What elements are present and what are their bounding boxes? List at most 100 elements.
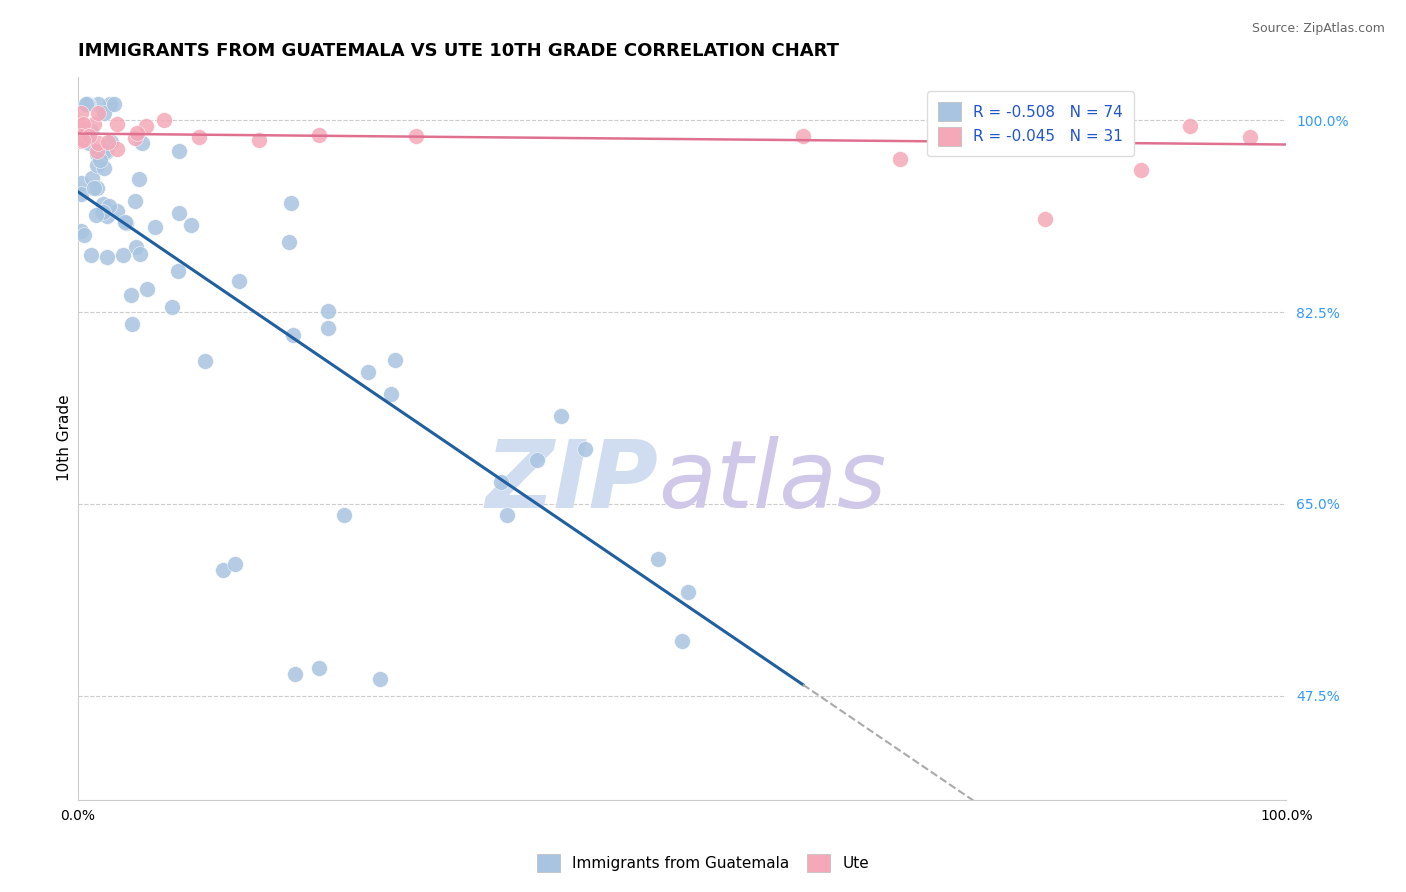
Point: [384, 353, 406, 368]
Point: [94, 145, 117, 159]
Point: [1130, 162, 1153, 177]
Point: [574, 442, 596, 457]
Point: [96, 145, 118, 160]
Point: [187, 130, 209, 145]
Point: [86, 158, 108, 172]
Point: [105, 142, 128, 156]
Point: [103, 97, 125, 112]
Point: [73, 118, 96, 132]
Text: atlas: atlas: [658, 436, 886, 527]
Point: [70, 127, 93, 141]
Point: [121, 317, 143, 331]
Point: [77, 97, 100, 112]
Point: [125, 126, 148, 140]
Point: [224, 557, 246, 571]
Point: [112, 248, 135, 262]
Point: [80, 124, 103, 138]
Point: [73, 227, 96, 242]
Point: [647, 551, 669, 566]
Point: [194, 353, 217, 368]
Point: [83, 181, 105, 195]
Point: [70, 106, 93, 120]
Point: [93, 161, 115, 175]
Point: [70, 224, 93, 238]
Point: [357, 365, 380, 379]
Point: [75, 97, 97, 112]
Point: [1033, 212, 1056, 227]
Point: [131, 136, 153, 150]
Point: [70, 134, 93, 148]
Point: [97, 136, 120, 150]
Point: [332, 508, 354, 522]
Point: [280, 196, 302, 211]
Legend: R = -0.508   N = 74, R = -0.045   N = 31: R = -0.508 N = 74, R = -0.045 N = 31: [928, 92, 1133, 156]
Point: [124, 194, 146, 208]
Point: [247, 133, 270, 147]
Point: [135, 282, 157, 296]
Point: [228, 274, 250, 288]
Point: [70, 120, 93, 134]
Point: [160, 301, 183, 315]
Point: [281, 328, 304, 343]
Point: [91, 196, 114, 211]
Point: [91, 204, 114, 219]
Point: [180, 218, 202, 232]
Point: [792, 129, 814, 144]
Point: [121, 288, 143, 302]
Point: [105, 203, 128, 218]
Point: [96, 250, 118, 264]
Point: [368, 672, 391, 686]
Point: [495, 508, 517, 522]
Point: [676, 584, 699, 599]
Point: [152, 112, 174, 127]
Point: [70, 126, 93, 140]
Point: [77, 129, 100, 144]
Point: [671, 633, 693, 648]
Point: [308, 128, 330, 142]
Point: [143, 220, 166, 235]
Point: [308, 661, 330, 675]
Point: [72, 117, 94, 131]
Point: [98, 199, 121, 213]
Point: [86, 147, 108, 161]
Point: [84, 208, 107, 222]
Point: [550, 409, 572, 424]
Point: [1178, 119, 1201, 133]
Point: [284, 666, 307, 681]
Point: [105, 117, 128, 131]
Point: [889, 152, 911, 166]
Point: [83, 117, 105, 131]
Point: [405, 128, 427, 143]
Point: [128, 171, 150, 186]
Point: [91, 205, 114, 219]
Point: [87, 106, 110, 120]
Point: [70, 128, 93, 143]
Point: [124, 131, 146, 145]
Point: [318, 321, 340, 335]
Point: [82, 170, 104, 185]
Point: [70, 176, 93, 190]
Point: [380, 387, 402, 401]
Point: [1094, 129, 1116, 144]
Point: [93, 106, 115, 120]
Point: [86, 181, 108, 195]
Point: [77, 136, 100, 150]
Text: ZIP: ZIP: [485, 435, 658, 527]
Point: [86, 144, 108, 158]
Point: [87, 97, 110, 112]
Point: [114, 215, 136, 229]
Point: [87, 136, 110, 150]
Legend: Immigrants from Guatemala, Ute: Immigrants from Guatemala, Ute: [529, 846, 877, 880]
Point: [80, 248, 103, 262]
Point: [128, 247, 150, 261]
Point: [70, 187, 93, 202]
Point: [167, 264, 190, 278]
Point: [211, 563, 233, 577]
Point: [169, 145, 191, 159]
Point: [125, 240, 148, 254]
Point: [316, 304, 339, 318]
Point: [167, 205, 190, 219]
Text: IMMIGRANTS FROM GUATEMALA VS UTE 10TH GRADE CORRELATION CHART: IMMIGRANTS FROM GUATEMALA VS UTE 10TH GR…: [77, 42, 839, 60]
Point: [100, 97, 122, 112]
Point: [135, 119, 157, 133]
